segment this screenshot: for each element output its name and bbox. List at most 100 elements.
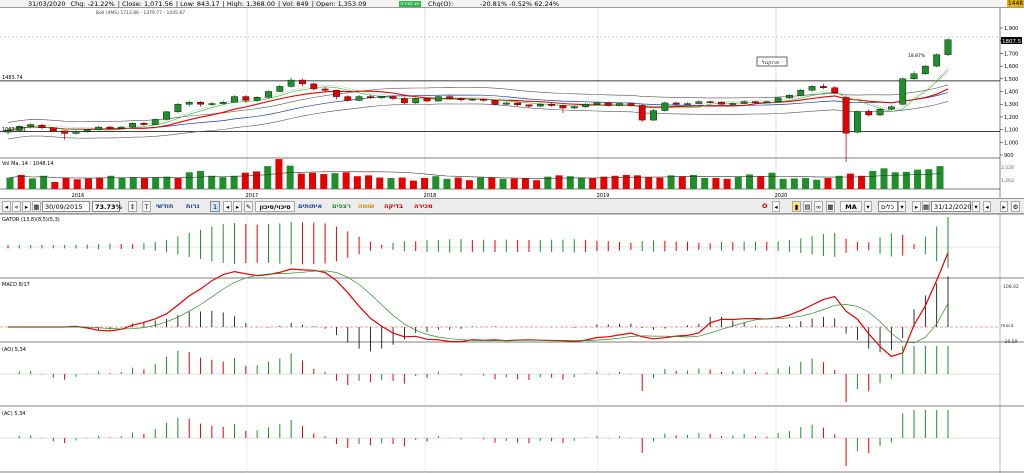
price-chart[interactable]: 1,9001,8001,7001,6001,5001,4001,3001,200… (0, 8, 1024, 198)
candle-body (344, 96, 352, 101)
year-label: 2019 (597, 193, 610, 198)
candle-body (208, 103, 216, 105)
tools-dropdown-icon[interactable]: ▾ (898, 201, 906, 212)
ma-dropdown-icon[interactable]: ▾ (864, 201, 872, 212)
volume-bar (869, 170, 877, 189)
tab-sequences[interactable]: רצפים (332, 202, 351, 210)
candle-body (434, 96, 442, 102)
prev-button[interactable]: ◂ (223, 201, 232, 212)
zoom-stepper-icon[interactable]: ↕ (128, 201, 137, 212)
candle-body (899, 78, 907, 105)
volume-bar (936, 166, 944, 189)
scroll-right-button[interactable]: ▸ (22, 201, 31, 212)
volume-bar (264, 166, 272, 189)
to-date-dropdown-icon[interactable]: ▾ (972, 201, 980, 212)
volume-bar (241, 172, 249, 189)
ma-button[interactable]: MA (840, 201, 862, 212)
o-button[interactable]: O (762, 202, 768, 210)
period-select[interactable]: חודשי (156, 202, 174, 210)
one-field[interactable]: 1 (210, 201, 220, 212)
candle-body (570, 106, 578, 109)
volume-bar (600, 176, 608, 189)
candle-body (661, 102, 669, 111)
candle-body (604, 102, 612, 106)
macd-line (8, 252, 949, 358)
candle-body (151, 119, 159, 125)
volume-bar (443, 178, 451, 189)
chart-toolbar: ◂ « ▸ ▦ 30/09/2015 73.73% ↕ T חודשי נרות… (0, 198, 1024, 214)
from-date-field[interactable]: 30/09/2015 (42, 201, 90, 212)
candle-body (548, 103, 556, 106)
candle-body (378, 96, 386, 99)
tools-select[interactable]: כלים (878, 201, 898, 212)
candle-body (15, 126, 23, 131)
macd-signal-line (8, 270, 949, 344)
nav-right-button[interactable]: ▸ (1000, 201, 1008, 212)
volume-bar (421, 178, 429, 189)
tab-test[interactable]: בדיקה (384, 202, 403, 210)
to-date-field[interactable]: 31/12/2020 (931, 201, 971, 212)
scroll-right-small[interactable]: ▸ (912, 201, 921, 212)
scroll-small-left[interactable]: ◂ (772, 201, 780, 212)
candle-body (310, 83, 318, 90)
candle-body (865, 111, 873, 116)
fractal-callout (756, 56, 788, 67)
candle-body (106, 126, 114, 129)
candle-body (842, 97, 850, 134)
candle-body (276, 86, 284, 92)
volume-bar (140, 177, 148, 189)
chart-icon[interactable]: ▤ (803, 201, 812, 212)
candle-body (740, 101, 748, 104)
price-tick-label: 1,200 (1004, 115, 1018, 121)
text-tool-button[interactable]: T (142, 201, 151, 212)
ma-dotted (7, 67, 949, 129)
volume-axis-mid: 1,263 (1001, 178, 1014, 184)
volume-axis-top: 2,526 (1001, 165, 1014, 171)
volume-bar (40, 175, 48, 189)
calendar-right-icon[interactable]: ▦ (922, 201, 930, 212)
candle-body (774, 97, 782, 102)
binoculars-icon[interactable]: ∞ (814, 201, 823, 212)
tab-risk[interactable]: סיכוי/סיכון (255, 201, 295, 212)
candle-body (525, 104, 533, 107)
tab-valuation[interactable]: שומה (358, 202, 375, 210)
candle-body (4, 130, 12, 133)
volume-bar (62, 178, 70, 189)
note-icon[interactable]: ▮ (792, 201, 801, 212)
volume-bar (790, 178, 798, 189)
tab-sell[interactable]: מכירה (414, 202, 433, 210)
candle-body (684, 103, 691, 105)
volume-bar (152, 177, 160, 189)
candle-body (61, 130, 69, 134)
candle-body (491, 100, 499, 105)
nav-left-button[interactable]: ◂ (983, 201, 991, 212)
macd-axis-top: 108.02 (1003, 284, 1019, 290)
volume-bar (365, 175, 373, 189)
candle-body (933, 54, 941, 67)
info-chg-o: Chg(O): (428, 0, 454, 8)
calendar-icon[interactable]: ▦ (32, 201, 41, 212)
zoom-field[interactable]: 73.73% (92, 201, 122, 212)
settings-icon[interactable]: ⚙ (1011, 201, 1020, 212)
tab-signals[interactable]: איתותים (298, 202, 323, 210)
volume-bar (813, 179, 821, 189)
scroll-far-left-button[interactable]: « (12, 201, 21, 212)
volume-bar (387, 178, 395, 189)
scroll-left-button[interactable]: ◂ (2, 201, 11, 212)
next-button[interactable]: ▸ (233, 201, 242, 212)
grid-icon[interactable]: ▦ (826, 201, 835, 212)
price-tick-label: 900 (1004, 153, 1014, 159)
candle-body (616, 103, 623, 106)
candle-body (808, 86, 816, 91)
volume-bar (376, 177, 384, 189)
candle-body (752, 101, 759, 103)
info-vol: Vol: 849 (282, 0, 309, 8)
candle-body (117, 126, 125, 129)
indicator-panels-content (0, 214, 1024, 473)
chart-type-select[interactable]: נרות (186, 202, 200, 210)
volume-bar (219, 177, 227, 189)
draw-icon[interactable]: ✎ (244, 201, 253, 212)
volume-bar (914, 169, 922, 189)
indicator-panels[interactable]: GATOR (13,8)(8,5)(5,3) MACD 8/17 108.02 … (0, 214, 1024, 473)
volume-bar (454, 177, 462, 189)
